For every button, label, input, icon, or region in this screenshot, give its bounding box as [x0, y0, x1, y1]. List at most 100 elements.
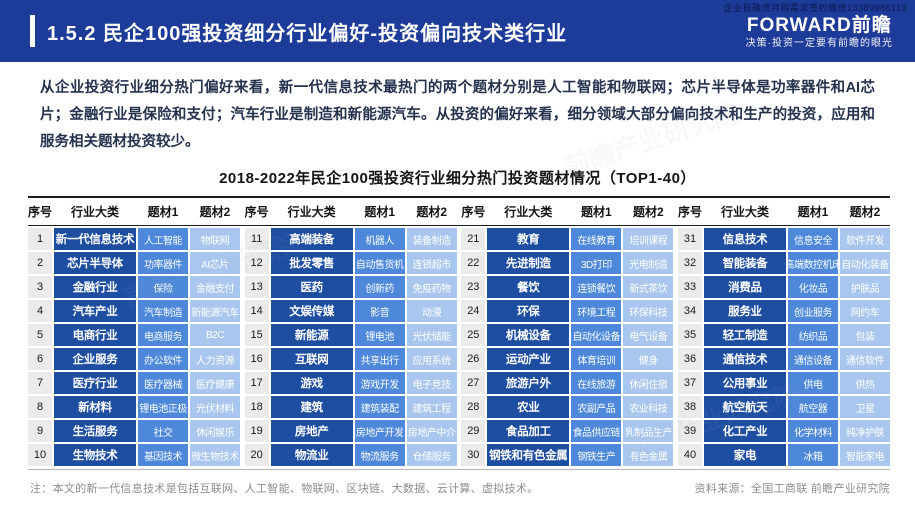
topic1-cell: 在线教育: [571, 228, 622, 250]
topic1-cell: 农副产品: [571, 396, 622, 418]
slide-header-bar: 1.5.2 民企100强投资细分行业偏好-投资偏向技术类行业 企业投融资并购需求…: [0, 0, 915, 62]
index-cell: 39: [677, 420, 702, 442]
topic2-cell: 光伏材料: [190, 396, 240, 418]
column-header-topic2: 题材2: [849, 205, 881, 219]
category-cell: 餐饮: [487, 276, 570, 298]
category-cell: 芯片半导体: [54, 252, 136, 274]
category-cell: 物流业: [270, 444, 353, 466]
topic1-cell: 钢铁生产: [571, 444, 622, 466]
table-header-group: 序号 行业大类 题材1 题材2: [678, 203, 890, 220]
category-cell: 医药: [270, 276, 353, 298]
topic1-cell: 基因技术: [138, 444, 188, 466]
category-cell: 新材料: [54, 396, 136, 418]
column-header-topic1: 题材1: [147, 205, 179, 219]
index-cell: 13: [244, 276, 269, 298]
topic2-cell: 电气设备: [623, 324, 674, 346]
topic1-cell: 化学材料: [787, 420, 838, 442]
index-cell: 11: [244, 228, 269, 250]
index-cell: 20: [244, 444, 269, 466]
topic2-cell: 供热: [839, 372, 890, 394]
intro-paragraph: 从企业投资行业细分热门偏好来看，新一代信息技术最热门的两个题材分别是人工智能和物…: [40, 80, 875, 150]
topic1-cell: 房地产开发: [354, 420, 405, 442]
index-cell: 30: [461, 444, 486, 466]
index-cell: 8: [28, 396, 52, 418]
index-cell: 33: [677, 276, 702, 298]
category-cell: 农业: [487, 396, 570, 418]
topics-table: 序号 行业大类 题材1 题材2 序号 行业大类 题材1 题材2 序号 行业大类 题材1 题材2 序…: [28, 196, 890, 470]
index-cell: 12: [244, 252, 269, 274]
topic1-cell: 化妆品: [787, 276, 838, 298]
topic2-cell: 动漫: [406, 300, 457, 322]
topic2-cell: 休闲娱乐: [190, 420, 240, 442]
index-cell: 4: [28, 300, 52, 322]
category-cell: 生物技术: [54, 444, 136, 466]
index-cell: 22: [461, 252, 486, 274]
title-block: 1.5.2 民企100强投资细分行业偏好-投资偏向技术类行业: [0, 0, 567, 62]
table-group-3: 21 教育 在线教育 培训课程 22 先进制造 3D打印 光电制造 23 餐饮 连锁餐饮 新式茶饮 24…: [461, 228, 674, 466]
topic2-cell: 纯净护肤: [839, 420, 890, 442]
index-cell: 17: [244, 372, 269, 394]
index-cell: 29: [461, 420, 486, 442]
index-cell: 38: [677, 396, 702, 418]
topic2-cell: 软件开发: [839, 228, 890, 250]
index-cell: 36: [677, 348, 702, 370]
category-cell: 消费品: [703, 276, 786, 298]
topic2-cell: AI芯片: [190, 252, 240, 274]
topic2-cell: 包装: [839, 324, 890, 346]
category-cell: 化工产业: [703, 420, 786, 442]
table-header-group: 序号 行业大类 题材1 题材2: [245, 203, 457, 220]
column-header-no: 序号: [461, 205, 486, 219]
index-cell: 7: [28, 372, 52, 394]
topic1-cell: 在线旅游: [571, 372, 622, 394]
index-cell: 10: [28, 444, 52, 466]
table-header-row: 序号 行业大类 题材1 题材2 序号 行业大类 题材1 题材2 序号 行业大类 题材1 题材2 序…: [28, 196, 890, 226]
forward-logo: FORWARD前瞻: [746, 15, 892, 36]
index-cell: 32: [677, 252, 702, 274]
topic2-cell: 自动化装备: [839, 252, 890, 274]
index-cell: 31: [677, 228, 702, 250]
topic2-cell: 电子竞技: [406, 372, 457, 394]
topic1-cell: 汽车制造: [138, 300, 188, 322]
topic2-cell: 农业科技: [623, 396, 674, 418]
topic2-cell: 卫星: [839, 396, 890, 418]
topic1-cell: 3D打印: [571, 252, 622, 274]
index-cell: 9: [28, 420, 52, 442]
topic1-cell: 锂电池正极: [138, 396, 188, 418]
topic2-cell: 人力资源: [190, 348, 240, 370]
index-cell: 21: [461, 228, 486, 250]
category-cell: 文娱传媒: [270, 300, 353, 322]
topic1-cell: 社交: [138, 420, 188, 442]
column-header-topic1: 题材1: [580, 205, 612, 219]
category-cell: 通信技术: [703, 348, 786, 370]
index-cell: 40: [677, 444, 702, 466]
topic1-cell: 食品供应链: [571, 420, 622, 442]
topic2-cell: 光伏储能: [406, 324, 457, 346]
index-cell: 23: [461, 276, 486, 298]
topic2-cell: 仓储服务: [406, 444, 457, 466]
index-cell: 14: [244, 300, 269, 322]
column-header-category: 行业大类: [287, 205, 336, 219]
category-cell: 环保: [487, 300, 570, 322]
topic2-cell: 新能源汽车: [190, 300, 240, 322]
index-cell: 27: [461, 372, 486, 394]
topic1-cell: 影音: [354, 300, 405, 322]
topic2-cell: 医疗健康: [190, 372, 240, 394]
category-cell: 生活服务: [54, 420, 136, 442]
topic2-cell: 连锁超市: [406, 252, 457, 274]
category-cell: 游戏: [270, 372, 353, 394]
category-cell: 航空航天: [703, 396, 786, 418]
topic1-cell: 自动售货机: [354, 252, 405, 274]
topic2-cell: 网约车: [839, 300, 890, 322]
category-cell: 金融行业: [54, 276, 136, 298]
column-header-category: 行业大类: [70, 205, 119, 219]
table-group-1: 1 新一代信息技术 人工智能 物联网 2 芯片半导体 功率器件 AI芯片 3 金融行业 保险 金融支付…: [28, 228, 240, 466]
topic2-cell: 智能家电: [839, 444, 890, 466]
slide-footer: 注：本文的新一代信息技术是包括互联网、人工智能、物联网、区块链、大数据、云计算、…: [30, 480, 890, 496]
table-header-group: 序号 行业大类 题材1 题材2: [28, 203, 240, 220]
category-cell: 信息技术: [703, 228, 786, 250]
topic1-cell: 体育培训: [571, 348, 622, 370]
topic1-cell: 环境工程: [571, 300, 622, 322]
topic1-cell: 供电: [787, 372, 838, 394]
topic1-cell: 锂电池: [354, 324, 405, 346]
index-cell: 5: [28, 324, 52, 346]
